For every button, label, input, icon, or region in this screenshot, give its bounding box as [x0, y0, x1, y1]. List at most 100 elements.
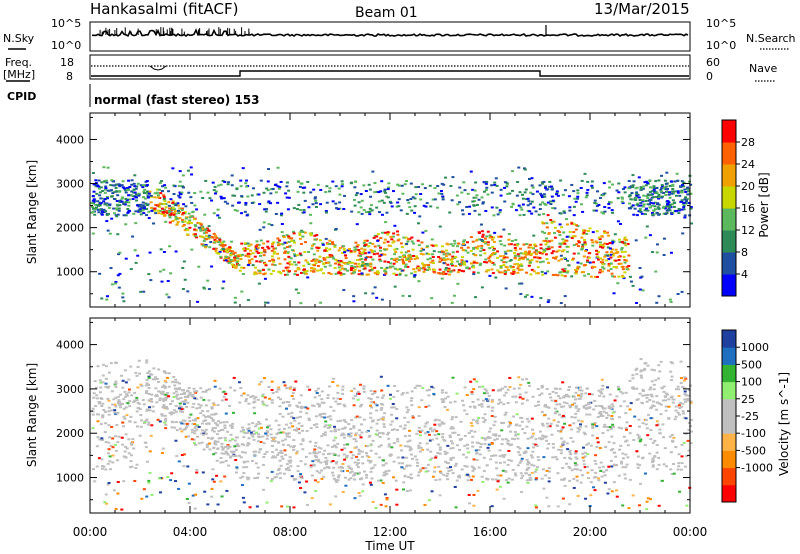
power-cell	[587, 273, 591, 276]
power-cell	[626, 243, 630, 246]
velocity-cell	[119, 406, 123, 409]
power-cell	[171, 201, 175, 204]
power-cell	[643, 213, 647, 216]
power-cell	[422, 267, 426, 270]
power-cell	[168, 207, 172, 210]
power-cell	[486, 230, 490, 233]
velocity-cell	[523, 431, 527, 434]
velocity-cell	[180, 430, 184, 433]
power-cell	[406, 199, 410, 202]
power-cell	[553, 207, 557, 210]
velocity-cell	[576, 430, 580, 433]
velocity-cell	[270, 436, 274, 439]
velocity-cell	[559, 452, 563, 455]
velocity-cell	[684, 393, 688, 396]
power-cell	[483, 261, 487, 264]
power-cell	[213, 241, 217, 244]
power-cell	[607, 264, 611, 267]
velocity-cell	[152, 367, 156, 370]
power-cell	[485, 261, 489, 264]
velocity-cell	[256, 398, 260, 401]
power-cell	[186, 169, 190, 172]
velocity-cell	[542, 456, 546, 459]
power-cell	[614, 248, 618, 251]
power-cell	[239, 254, 243, 257]
power-cell	[140, 207, 144, 210]
velocity-cell	[351, 397, 355, 400]
velocity-cell	[130, 394, 134, 397]
power-cell	[625, 265, 629, 268]
velocity-cell	[216, 447, 220, 450]
velocity-cell	[342, 453, 346, 456]
velocity-cell	[502, 403, 506, 406]
velocity-cell	[354, 440, 358, 443]
power-cell	[521, 203, 525, 206]
power-cell	[493, 252, 497, 255]
power-cell	[198, 222, 202, 225]
velocity-cell	[122, 480, 126, 483]
velocity-cell	[486, 399, 490, 402]
power-cell	[158, 270, 162, 273]
power-cell	[246, 252, 250, 255]
velocity-cell	[408, 434, 412, 437]
velocity-cell	[120, 436, 124, 439]
power-cell	[456, 203, 460, 206]
velocity-cell	[237, 454, 241, 457]
power-cell	[539, 261, 543, 264]
power-cell	[574, 200, 578, 203]
power-cell	[181, 185, 185, 188]
velocity-cell	[183, 419, 187, 422]
velocity-cell	[164, 372, 168, 375]
power-cell	[106, 166, 110, 169]
velocity-cell	[142, 488, 146, 491]
power-cell	[224, 255, 228, 258]
velocity-cell	[174, 480, 178, 483]
velocity-cell	[451, 456, 455, 459]
power-cell	[517, 258, 521, 261]
power-cell	[644, 236, 648, 239]
velocity-cell	[563, 477, 567, 480]
power-cell	[162, 197, 166, 200]
velocity-cell	[297, 481, 301, 484]
velocity-cell	[399, 425, 403, 428]
power-cell	[600, 211, 604, 214]
velocity-cell	[526, 461, 530, 464]
velocity-cell	[268, 397, 272, 400]
power-cell	[168, 245, 172, 248]
velocity-cell	[127, 388, 131, 391]
power-cell	[213, 185, 217, 188]
power-cell	[603, 206, 607, 209]
velocity-cell	[664, 405, 668, 408]
power-cell	[230, 184, 234, 187]
velocity-cell	[355, 463, 359, 466]
power-cell	[399, 209, 403, 212]
velocity-cell	[469, 422, 473, 425]
velocity-cell	[511, 468, 515, 471]
velocity-cell	[239, 456, 243, 459]
velocity-cell	[612, 463, 616, 466]
velocity-cell	[296, 405, 300, 408]
velocity-cell	[667, 405, 671, 408]
velocity-cell	[465, 413, 469, 416]
velocity-cell	[221, 447, 225, 450]
velocity-cell	[672, 463, 676, 466]
velocity-cell	[674, 446, 678, 449]
power-cell	[450, 261, 454, 264]
power-cell	[442, 257, 446, 260]
power-cell	[541, 273, 545, 276]
power-cell	[652, 202, 656, 205]
power-cell	[259, 179, 263, 182]
velocity-cell	[504, 479, 508, 482]
power-cell	[682, 204, 686, 207]
velocity-cell	[641, 422, 645, 425]
power-cell	[233, 301, 237, 304]
power-cell	[554, 255, 558, 258]
velocity-cell	[333, 428, 337, 431]
power-cell	[243, 210, 247, 213]
power-cell	[183, 229, 187, 232]
power-cell	[411, 196, 415, 199]
power-cell	[183, 220, 187, 223]
power-cell	[380, 213, 384, 216]
power-cell	[677, 209, 681, 212]
velocity-cell	[210, 437, 214, 440]
